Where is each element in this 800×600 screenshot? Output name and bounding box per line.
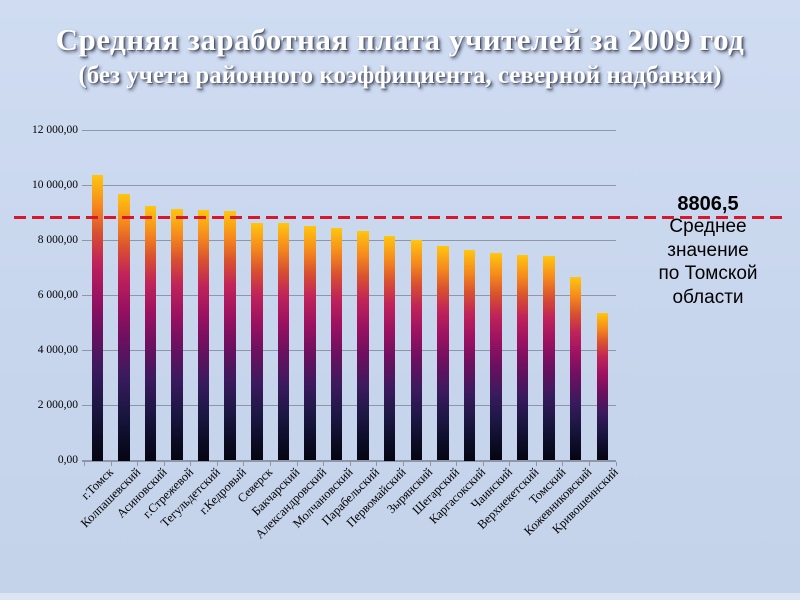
bar: [118, 193, 130, 461]
bar: [596, 312, 609, 461]
x-tick: [296, 461, 298, 466]
x-tick: [482, 461, 484, 466]
bar: [304, 225, 316, 461]
bar: [251, 222, 263, 461]
gridline: [82, 295, 616, 296]
x-tick: [589, 461, 591, 466]
chart-subtitle: (без учета районного коэффициента, север…: [78, 62, 722, 89]
average-caption-line-2: значение: [667, 239, 749, 261]
gridline: [82, 240, 616, 241]
x-tick: [163, 461, 165, 466]
bar: [383, 236, 396, 461]
bar: [197, 210, 210, 461]
bar: [357, 231, 369, 461]
average-annotation: 8806,5 Среднее значение по Томской облас…: [618, 194, 798, 309]
x-tick: [137, 461, 139, 466]
average-value-label: 8806,5: [677, 193, 739, 215]
x-tick: [216, 461, 218, 466]
x-tick: [376, 461, 378, 466]
x-tick: [270, 461, 272, 466]
slide-bottom-strip: [0, 593, 800, 600]
x-tick: [323, 461, 325, 466]
average-caption-line-4: области: [672, 286, 744, 308]
average-caption-line-1: Среднее: [669, 216, 747, 237]
x-tick: [84, 461, 85, 466]
bar: [91, 174, 104, 461]
gridline: [82, 130, 616, 131]
gridline: [82, 350, 616, 351]
y-tick-label: 10 000,00: [32, 179, 78, 191]
x-tick: [190, 461, 192, 466]
y-tick-label: 0,00: [57, 454, 78, 466]
bar: [490, 253, 502, 461]
x-tick: [349, 461, 351, 466]
gridline: [82, 185, 616, 186]
y-tick-label: 4 000,00: [37, 344, 78, 356]
bar: [463, 250, 476, 461]
x-tick: [615, 461, 617, 466]
x-tick: [562, 461, 564, 466]
gridline: [82, 405, 616, 406]
bar: [569, 276, 582, 461]
y-tick-label: 8 000,00: [37, 234, 78, 246]
average-caption-line-3: по Томской: [658, 263, 758, 284]
bar: [277, 223, 290, 461]
x-tick: [243, 461, 245, 466]
bar: [224, 210, 236, 461]
x-tick: [456, 461, 458, 466]
bar: [516, 254, 529, 461]
chart-title: Средняя заработная плата учителей за 200…: [55, 22, 745, 57]
x-tick: [509, 461, 511, 466]
x-tick: [429, 461, 431, 466]
bar: [543, 256, 555, 461]
bar: [330, 227, 343, 461]
x-tick: [535, 461, 537, 466]
x-tick: [402, 461, 404, 466]
y-tick-label: 12 000,00: [32, 124, 78, 136]
y-tick-label: 6 000,00: [37, 289, 78, 301]
y-tick-label: 2 000,00: [37, 399, 78, 411]
bar: [437, 246, 449, 461]
bar: [144, 206, 157, 461]
average-reference-line: [14, 215, 787, 219]
x-tick: [110, 461, 112, 466]
x-axis-line: [82, 460, 616, 462]
bar: [171, 209, 183, 461]
bar: [410, 239, 422, 461]
